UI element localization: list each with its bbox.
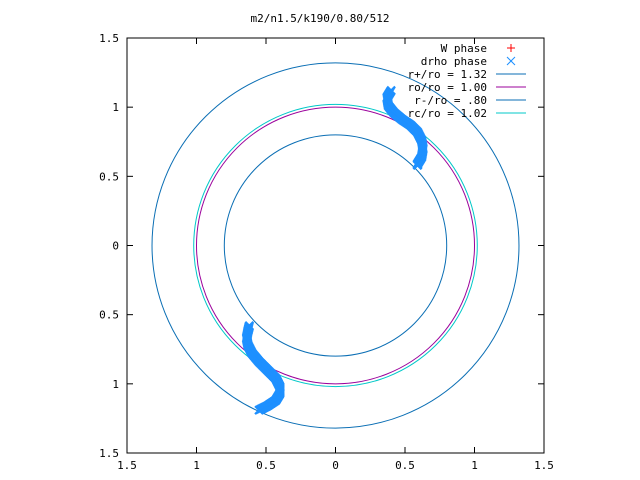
x-tick-label: 1 <box>193 459 200 472</box>
x-tick-label: 1 <box>471 459 478 472</box>
x-axis: 1.5 1 0.5 0 0.5 1 1.5 <box>117 38 554 472</box>
y-tick-label: 1 <box>112 378 119 391</box>
y-tick-label: 1.5 <box>99 447 119 460</box>
legend-label: rc/ro = 1.02 <box>408 107 487 120</box>
circle-line <box>223 134 448 357</box>
legend-label: r-/ro = .80 <box>414 94 487 107</box>
circle-line <box>196 106 475 385</box>
x-tick-label: 0.5 <box>395 459 415 472</box>
x-tick-label: 1.5 <box>117 459 137 472</box>
circle-line <box>193 103 478 388</box>
y-tick-label: 1 <box>112 101 119 114</box>
x-tick-label: 0 <box>332 459 339 472</box>
legend-label: ro/ro = 1.00 <box>408 81 487 94</box>
drho-point <box>254 405 264 415</box>
drho-point <box>412 160 423 171</box>
drho-points <box>241 85 428 415</box>
chart-title: m2/n1.5/k190/0.80/512 <box>250 12 389 25</box>
legend-label: r+/ro = 1.32 <box>408 68 487 81</box>
legend-cross-marker <box>506 56 516 66</box>
y-tick-label: 1.5 <box>99 32 119 45</box>
y-axis: 1.5 1 0.5 0 0.5 1 1.5 <box>99 32 544 460</box>
circle-series <box>151 62 520 429</box>
legend-label: W phase <box>441 42 487 55</box>
y-tick-label: 0.5 <box>99 170 119 183</box>
legend-label: drho phase <box>421 55 487 68</box>
x-tick-label: 0.5 <box>256 459 276 472</box>
legend-plus-marker <box>507 44 515 52</box>
x-tick-label: 1.5 <box>534 459 554 472</box>
y-tick-label: 0.5 <box>99 309 119 322</box>
circle-line <box>151 62 520 429</box>
y-tick-label: 0 <box>112 240 119 253</box>
